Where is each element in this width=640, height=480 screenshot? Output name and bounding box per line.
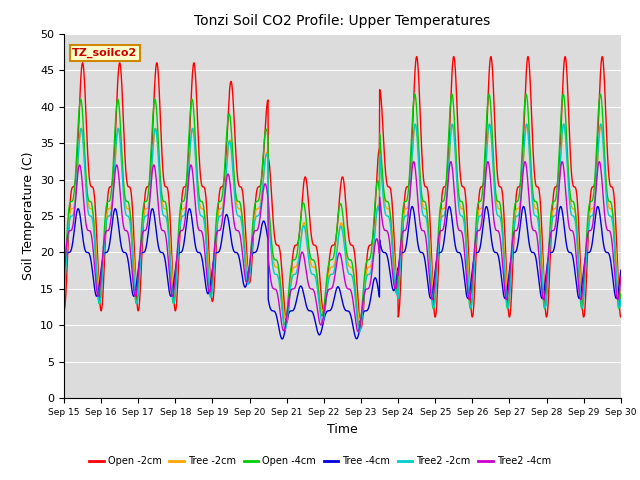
Tree2 -4cm — [355, 329, 362, 335]
Tree -2cm — [298, 230, 305, 236]
Open -4cm — [124, 199, 131, 204]
Open -4cm — [298, 207, 305, 213]
Tree2 -2cm — [546, 240, 554, 246]
X-axis label: Time: Time — [327, 423, 358, 436]
Tree2 -4cm — [298, 250, 305, 255]
Tree -4cm — [546, 250, 554, 256]
Line: Tree -4cm: Tree -4cm — [64, 206, 621, 339]
Tree -4cm — [274, 318, 282, 324]
Tree -4cm — [157, 249, 164, 255]
Tree2 -2cm — [606, 213, 614, 219]
Tree -4cm — [278, 336, 286, 342]
Open -2cm — [606, 182, 614, 188]
Tree2 -2cm — [298, 231, 305, 237]
Open -2cm — [546, 258, 554, 264]
Tree -4cm — [617, 267, 625, 273]
Open -4cm — [274, 259, 282, 265]
Tree2 -2cm — [597, 121, 605, 127]
Tree -2cm — [597, 121, 605, 127]
Tree2 -2cm — [157, 191, 164, 197]
Tree -2cm — [546, 236, 554, 242]
Tree2 -4cm — [124, 229, 131, 235]
Open -2cm — [357, 325, 365, 331]
Tree -2cm — [356, 317, 364, 323]
Tree2 -4cm — [595, 159, 603, 165]
Open -2cm — [598, 54, 606, 60]
Tree2 -2cm — [124, 213, 131, 219]
Tree -4cm — [606, 256, 614, 262]
Open -2cm — [124, 182, 131, 188]
Tree -4cm — [60, 266, 68, 272]
Tree2 -4cm — [606, 229, 614, 235]
Line: Tree2 -4cm: Tree2 -4cm — [64, 162, 621, 332]
Title: Tonzi Soil CO2 Profile: Upper Temperatures: Tonzi Soil CO2 Profile: Upper Temperatur… — [195, 14, 490, 28]
Open -2cm — [60, 308, 68, 314]
Tree2 -4cm — [546, 234, 554, 240]
Open -2cm — [157, 119, 164, 125]
Tree -4cm — [298, 284, 306, 290]
Open -4cm — [157, 178, 164, 184]
Tree -4cm — [594, 204, 602, 209]
Line: Tree2 -2cm: Tree2 -2cm — [64, 124, 621, 332]
Tree -4cm — [124, 254, 131, 260]
Open -2cm — [274, 242, 282, 248]
Line: Open -4cm: Open -4cm — [64, 94, 621, 327]
Tree2 -2cm — [60, 293, 68, 299]
Open -4cm — [596, 91, 604, 97]
Tree2 -2cm — [274, 273, 282, 278]
Tree2 -4cm — [60, 272, 68, 277]
Open -4cm — [606, 199, 614, 204]
Open -2cm — [617, 314, 625, 320]
Tree2 -4cm — [157, 223, 164, 228]
Open -4cm — [60, 287, 68, 292]
Text: TZ_soilco2: TZ_soilco2 — [72, 48, 138, 59]
Tree -2cm — [606, 206, 614, 212]
Line: Tree -2cm: Tree -2cm — [64, 124, 621, 320]
Legend: Open -2cm, Tree -2cm, Open -4cm, Tree -4cm, Tree2 -2cm, Tree2 -4cm: Open -2cm, Tree -2cm, Open -4cm, Tree -4… — [85, 453, 555, 470]
Tree2 -4cm — [274, 291, 282, 297]
Line: Open -2cm: Open -2cm — [64, 57, 621, 328]
Tree -2cm — [617, 286, 625, 291]
Tree -2cm — [124, 206, 131, 212]
Tree2 -2cm — [617, 297, 625, 302]
Open -4cm — [617, 291, 625, 297]
Tree -2cm — [60, 282, 68, 288]
Open -4cm — [355, 324, 363, 330]
Tree2 -2cm — [356, 329, 364, 335]
Y-axis label: Soil Temperature (C): Soil Temperature (C) — [22, 152, 35, 280]
Open -4cm — [546, 224, 554, 229]
Tree -2cm — [157, 180, 164, 186]
Open -2cm — [298, 204, 305, 210]
Tree2 -4cm — [617, 274, 625, 280]
Tree -2cm — [274, 264, 282, 270]
